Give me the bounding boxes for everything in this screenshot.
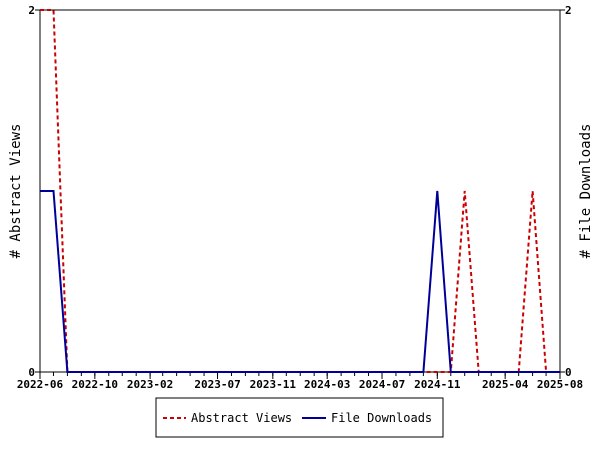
legend-box: [155, 397, 444, 438]
y-right-tick-label: 2: [565, 4, 572, 17]
y-left-tick-label: 0: [28, 366, 35, 379]
y-left-axis-title: # Abstract Views: [8, 124, 24, 259]
y-left-tick-label: 2: [28, 4, 35, 17]
y-right-axis-title: # File Downloads: [578, 124, 594, 259]
x-tick-label: 2024-07: [359, 378, 405, 391]
x-tick-label: 2025-04: [482, 378, 529, 391]
y-right-tick-label: 0: [565, 366, 572, 379]
x-tick-label: 2022-10: [72, 378, 118, 391]
x-tick-label: 2022-06: [17, 378, 64, 391]
x-tick-label: 2024-03: [304, 378, 350, 391]
legend-label-file-downloads: File Downloads: [331, 411, 432, 425]
x-tick-label: 2023-02: [127, 378, 173, 391]
x-tick-label: 2025-08: [537, 378, 583, 391]
series-line-abstract-views: [40, 9, 560, 373]
x-tick-label: 2023-07: [194, 378, 240, 391]
legend-label-abstract-views: Abstract Views: [191, 411, 292, 425]
x-tick-label: 2023-11: [250, 378, 297, 391]
series-line-file-downloads: [40, 190, 560, 373]
plot-area: [39, 9, 561, 373]
x-tick-label: 2024-11: [414, 378, 461, 391]
